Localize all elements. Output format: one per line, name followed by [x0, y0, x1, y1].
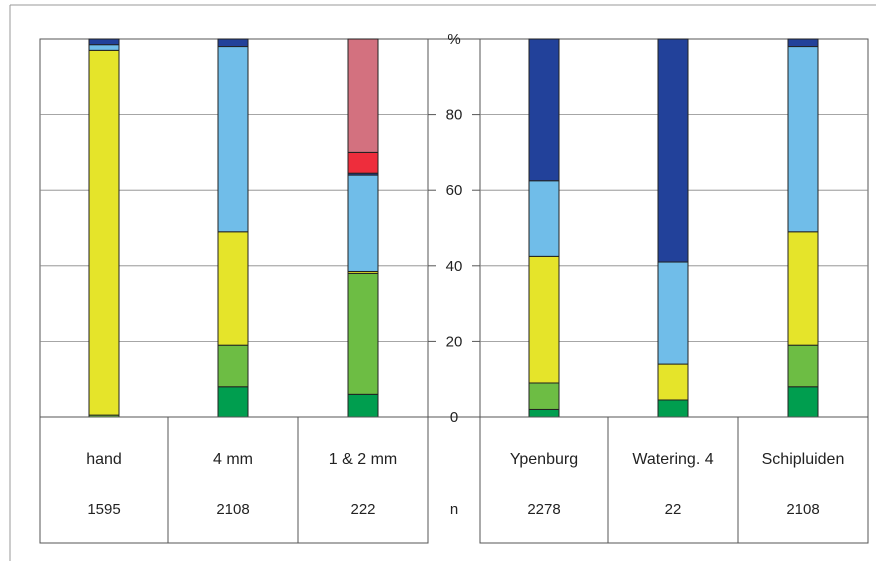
- bar-segment: [528, 38, 560, 182]
- y-tick-label: 80: [446, 107, 463, 124]
- category-labels: hand 1595 4 mm 2108 1 & 2 mm 222 Ypenburg 2278 W…: [86, 451, 844, 518]
- bar-segment: [657, 261, 689, 365]
- bar-segment: [787, 386, 819, 418]
- bar-segment: [528, 382, 560, 410]
- bar-segment: [657, 399, 689, 418]
- n-value-label: 22: [665, 501, 682, 518]
- y-tick-label: 0: [450, 409, 458, 426]
- bar-segment: [347, 393, 379, 418]
- bar-segment: [787, 231, 819, 346]
- bar-segment: [657, 38, 689, 263]
- y-axis: [428, 38, 480, 418]
- category-label: Watering. 4: [632, 451, 713, 468]
- n-value-label: 222: [350, 501, 375, 518]
- bar-segment: [787, 344, 819, 388]
- y-tick-label: 40: [446, 258, 463, 275]
- left-bars: [88, 38, 379, 418]
- category-label: 4 mm: [213, 451, 253, 468]
- bar-segment: [88, 38, 120, 46]
- y-tick-label: 20: [446, 333, 463, 350]
- bar-segment: [347, 151, 379, 174]
- bar-segment: [217, 46, 249, 233]
- bar-segment: [88, 44, 120, 51]
- y-tick-labels: 0 20 40 60 80%: [446, 31, 463, 426]
- n-value-label: 2278: [527, 501, 560, 518]
- bar-segment: [88, 49, 120, 416]
- category-label: Schipluiden: [762, 451, 845, 468]
- bar-segment: [787, 38, 819, 48]
- bar-segment: [347, 174, 379, 272]
- bar-segment: [657, 363, 689, 401]
- y-tick-label: 60: [446, 182, 463, 199]
- bar-segment: [528, 408, 560, 418]
- n-value-label: 2108: [216, 501, 249, 518]
- bar-segment: [217, 231, 249, 346]
- bar-segment: [347, 272, 379, 395]
- bar-segment: [528, 180, 560, 257]
- right-table: [479, 416, 869, 544]
- left-table: [39, 416, 429, 544]
- bar-segment: [528, 255, 560, 384]
- n-row-label: n: [450, 501, 458, 518]
- bar-segment: [217, 38, 249, 48]
- right-panel: [479, 38, 869, 544]
- n-value-label: 1595: [87, 501, 120, 518]
- bar-segment: [347, 38, 379, 153]
- category-label: Ypenburg: [510, 451, 578, 468]
- bar-segment: [217, 344, 249, 388]
- category-label: 1 & 2 mm: [329, 451, 397, 468]
- bar-segment: [217, 386, 249, 418]
- category-label: hand: [86, 451, 122, 468]
- left-panel: [39, 38, 429, 544]
- bar-segment: [787, 46, 819, 233]
- right-bars: [528, 38, 819, 418]
- n-value-label: 2108: [786, 501, 819, 518]
- y-tick-label: %: [447, 31, 460, 48]
